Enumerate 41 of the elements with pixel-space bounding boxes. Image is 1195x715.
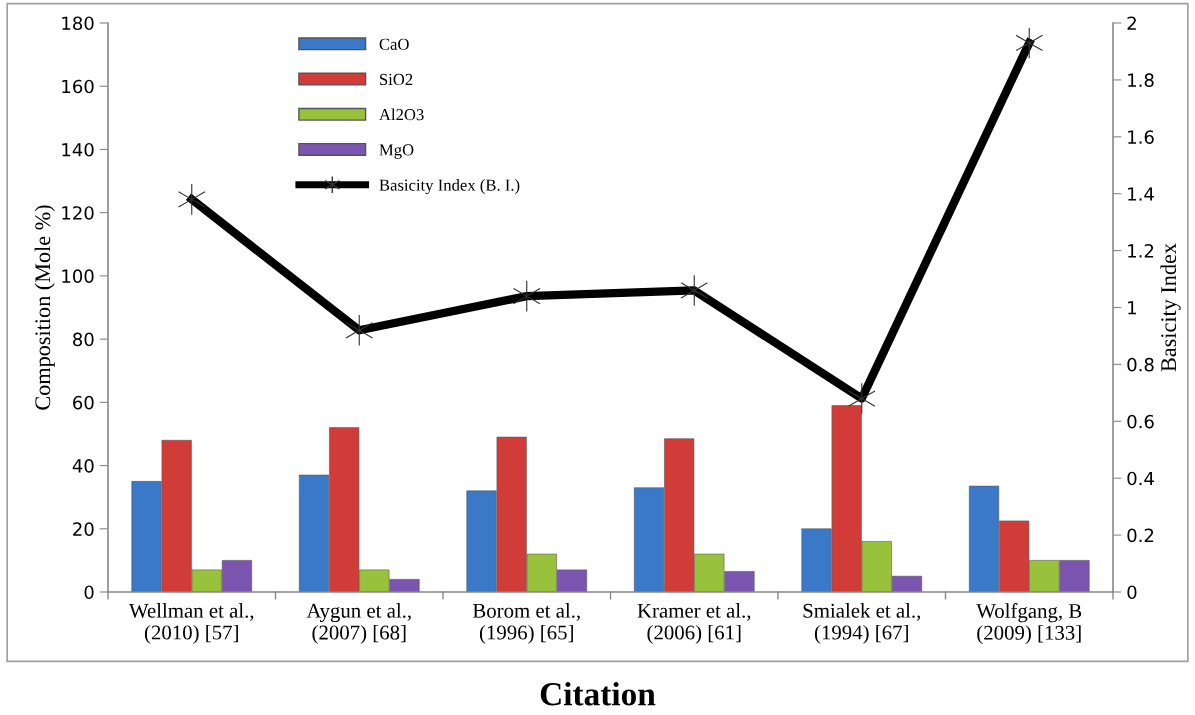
x-tick-label: Wolfgang, B (2009) [133]: [976, 603, 1082, 645]
y-tick-label: 180: [62, 16, 94, 31]
y2-tick-label: 0.2: [1127, 528, 1154, 543]
y-tick-label: 20: [73, 522, 94, 536]
x-axis-title: Citation: [540, 682, 656, 706]
y2-tick-label: 2: [1127, 16, 1136, 30]
y2-tick-label: 1.8: [1128, 73, 1154, 88]
legend-label: Al2O3: [379, 108, 424, 121]
x-tick-label: Smialek et al., (1994) [67]: [803, 603, 921, 644]
y-tick-label: 160: [62, 79, 94, 94]
point: [1015, 27, 1044, 59]
y2-tick-label: 1.6: [1128, 130, 1154, 144]
x-tick-label: Aygun et al., (2007) [68]: [306, 603, 411, 644]
y-tick-label: 120: [62, 206, 94, 220]
point: [512, 280, 541, 312]
y2-tick-label: 0.4: [1127, 471, 1154, 486]
y-tick-label: 60: [73, 395, 94, 410]
x-tick-label: Kramer et al., (2006) [61]: [637, 603, 751, 644]
point: [847, 382, 876, 415]
y-tick-label: 0: [84, 585, 94, 600]
x-tick-label: Wellman et al., (2010) [57]: [128, 603, 254, 644]
y2-tick-label: 0.6: [1127, 414, 1154, 429]
y2-axis-title: Basicity Index: [1160, 243, 1181, 372]
y2-tick-label: 0.8: [1127, 357, 1154, 372]
y2-tick-label: 0: [1127, 585, 1137, 600]
point: [680, 274, 709, 307]
legend-label: MgO: [379, 144, 414, 159]
y-axis-title: Composition (Mole %): [34, 205, 55, 410]
legend-label: SiO2: [380, 73, 413, 86]
legend-label: Basicity Index (B. I.): [379, 179, 520, 195]
y-tick-label: 140: [62, 142, 94, 157]
point: [345, 314, 374, 347]
y-tick-label: 40: [72, 459, 94, 473]
y-tick-label: 100: [62, 269, 94, 284]
y2-tick-label: 1.2: [1128, 244, 1154, 258]
legend-label: CaO: [379, 38, 409, 50]
y2-tick-label: 1: [1128, 301, 1137, 315]
x-tick-label: Borom et al., (1996) [65]: [472, 603, 580, 644]
y2-tick-label: 1.4: [1128, 187, 1154, 201]
point: [177, 183, 206, 216]
y-tick-label: 80: [73, 332, 94, 347]
